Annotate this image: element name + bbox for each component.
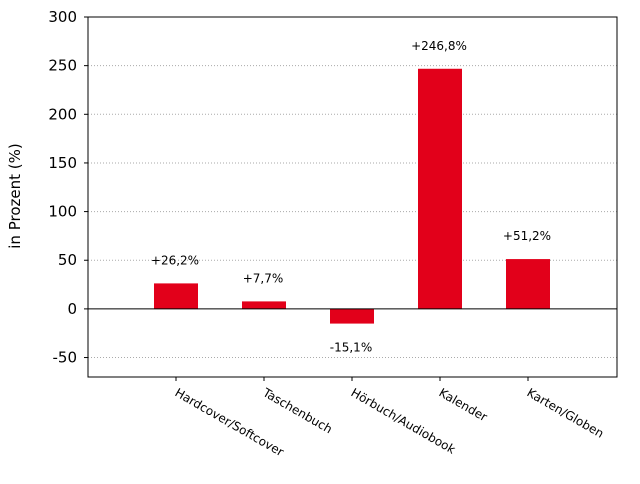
x-tick-label: Kalender: [437, 385, 490, 424]
data-label: +246,8%: [411, 39, 467, 53]
y-tick-label: 150: [48, 154, 77, 172]
y-tick-layer: -50 0 50 100 150 200 250 300: [48, 8, 88, 367]
bar: [418, 68, 462, 309]
y-tick-label: -50: [53, 349, 78, 367]
x-tick-label: Karten/Globen: [525, 385, 607, 440]
y-tick-label: 100: [48, 203, 77, 221]
data-label-layer: +26,2% +7,7% -15,1% +246,8% +51,2%: [151, 39, 551, 355]
data-label: +26,2%: [151, 253, 199, 267]
bar: [154, 283, 198, 309]
bar: [506, 259, 550, 309]
bar: [330, 308, 374, 324]
y-tick-label: 0: [67, 300, 77, 318]
x-tick-label: Taschenbuch: [260, 385, 335, 436]
y-tick-label: 200: [48, 105, 77, 123]
y-tick-label: 50: [58, 251, 77, 269]
bar-layer: [154, 68, 550, 324]
y-tick-label: 250: [48, 57, 77, 75]
y-tick-label: 300: [48, 8, 77, 26]
y-axis-title: in Prozent (%): [6, 143, 24, 248]
data-label: -15,1%: [330, 341, 372, 355]
bar: [242, 301, 286, 309]
data-label: +7,7%: [243, 271, 284, 285]
data-label: +51,2%: [503, 229, 551, 243]
